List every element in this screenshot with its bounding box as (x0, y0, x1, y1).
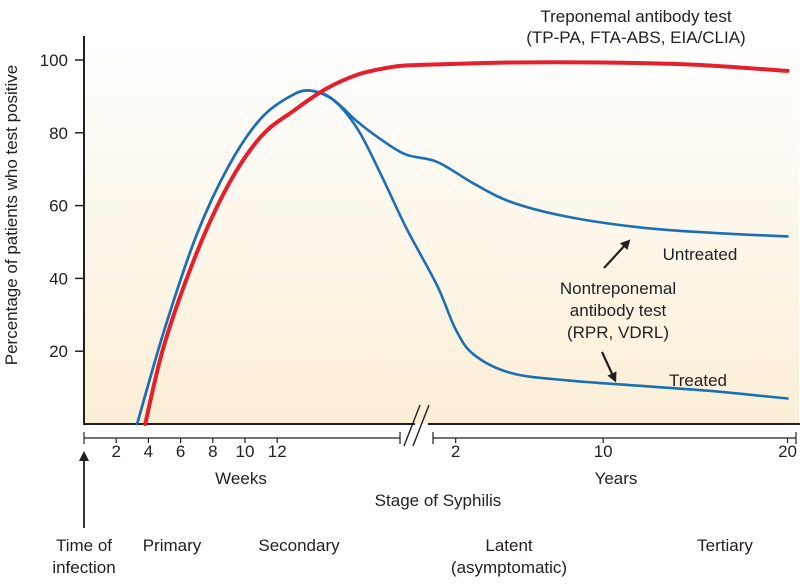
time-of-infection-label-line1: Time of (56, 536, 112, 555)
stage-primary: Primary (143, 536, 202, 555)
years-label: Years (595, 469, 638, 488)
x-tick-label-weeks: 4 (144, 442, 153, 461)
x-axis-title: Stage of Syphilis (375, 491, 502, 510)
series-layer (135, 60, 790, 426)
x-tick-label-years: 2 (451, 442, 460, 461)
pointer-arrow-treated (601, 351, 617, 383)
y-tick-label: 60 (49, 197, 68, 216)
treponemal-label-line1: Treponemal antibody test (540, 7, 731, 26)
weeks-label: Weeks (215, 469, 267, 488)
stage-latent-note: (asymptomatic) (451, 558, 567, 577)
x-tick-label-years: 20 (778, 442, 797, 461)
stage-secondary: Secondary (258, 536, 340, 555)
y-tick-label: 80 (49, 124, 68, 143)
y-ticks: 20 40 60 80 100 (40, 51, 84, 361)
x-tick-label-weeks: 12 (268, 442, 287, 461)
pointer-arrow-untreated (603, 239, 631, 269)
nontreponemal-annotation-line3: (RPR, VDRL) (567, 323, 669, 342)
treated-label: Treated (669, 371, 727, 390)
x-tick-label-weeks: 6 (176, 442, 185, 461)
y-tick-label: 100 (40, 51, 68, 70)
nontreponemal-untreated-line (135, 89, 789, 426)
x-ticks: 2 4 6 8 10 12 2 10 20 (111, 438, 797, 461)
x-tick-label-years: 10 (594, 442, 613, 461)
x-tick-label-weeks: 2 (111, 442, 120, 461)
axis-break-mark (403, 404, 421, 447)
x-tick-label-weeks: 10 (236, 442, 255, 461)
x-tick-label-weeks: 8 (208, 442, 217, 461)
treponemal-label-line2: (TP-PA, FTA-ABS, EIA/CLIA) (526, 28, 745, 47)
time-of-infection-label-line2: infection (52, 558, 115, 577)
nontreponemal-annotation-line2: antibody test (570, 301, 667, 320)
y-tick-label: 20 (49, 342, 68, 361)
axis-break-mark (412, 404, 430, 447)
untreated-label: Untreated (663, 245, 738, 264)
nontreponemal-annotation-line1: Nontreponemal (560, 279, 676, 298)
y-axis-label: Percentage of patients who test positive (2, 65, 21, 366)
stage-tertiary: Tertiary (697, 536, 753, 555)
treponemal-line (143, 60, 790, 426)
y-tick-label: 40 (49, 269, 68, 288)
stage-latent: Latent (485, 536, 533, 555)
